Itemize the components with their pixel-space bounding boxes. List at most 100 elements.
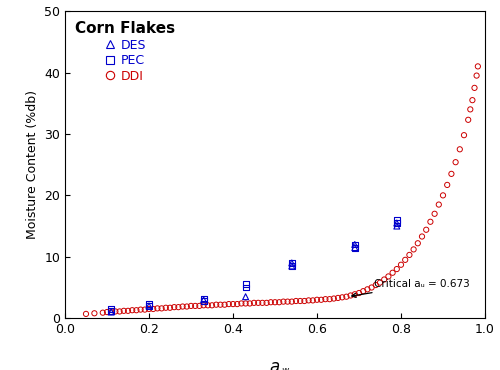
Text: $_w$: $_w$ — [281, 363, 290, 370]
Point — [200, 302, 207, 308]
Point — [414, 240, 422, 246]
Point — [460, 132, 468, 138]
Point — [284, 299, 292, 305]
Point — [216, 302, 224, 307]
Point — [200, 296, 207, 302]
Point — [267, 299, 275, 305]
Point — [200, 297, 207, 303]
Point — [300, 298, 308, 304]
Point — [196, 303, 203, 309]
Point — [262, 300, 270, 306]
Point — [288, 260, 296, 266]
Point — [468, 97, 476, 103]
Point — [280, 299, 287, 305]
Point — [393, 217, 401, 223]
Point — [204, 302, 212, 308]
Point — [145, 303, 153, 309]
Text: Critical aᵤ = 0.673: Critical aᵤ = 0.673 — [352, 279, 470, 297]
Point — [250, 300, 258, 306]
Point — [418, 233, 426, 239]
Point — [384, 273, 392, 279]
Point — [149, 306, 157, 312]
Y-axis label: Moisture Content (%db): Moisture Content (%db) — [26, 90, 38, 239]
Point — [242, 294, 250, 300]
Point — [351, 291, 359, 297]
Point — [288, 260, 296, 266]
Point — [376, 280, 384, 286]
Point — [233, 301, 241, 307]
Point — [393, 220, 401, 226]
Point — [309, 297, 317, 303]
Point — [464, 117, 472, 123]
Point — [474, 63, 482, 69]
Point — [220, 302, 228, 307]
Point — [372, 282, 380, 288]
Point — [430, 211, 438, 217]
Point — [410, 246, 418, 252]
Point — [426, 219, 434, 225]
Point — [466, 107, 474, 112]
Point — [355, 290, 363, 296]
Point — [208, 302, 216, 308]
Point — [107, 309, 115, 315]
Point — [178, 303, 186, 309]
Point — [393, 223, 401, 229]
Point — [439, 192, 447, 198]
Point — [351, 242, 359, 248]
X-axis label: $a_w$: $a_w$ — [0, 369, 1, 370]
Point — [288, 299, 296, 305]
Point — [296, 298, 304, 304]
Point — [292, 298, 300, 304]
Point — [116, 309, 124, 314]
Point — [183, 303, 191, 309]
Point — [103, 309, 111, 315]
Point — [162, 305, 170, 311]
Point — [242, 285, 250, 290]
Point — [99, 310, 107, 316]
Point — [200, 298, 207, 304]
Text: $a$: $a$ — [270, 358, 280, 370]
Point — [225, 301, 233, 307]
Point — [170, 304, 178, 310]
Point — [443, 182, 451, 188]
Point — [330, 296, 338, 302]
Point — [242, 300, 250, 306]
Point — [359, 288, 367, 294]
Point — [258, 300, 266, 306]
Legend: DES, PEC, DDI: DES, PEC, DDI — [72, 17, 179, 86]
Point — [288, 263, 296, 269]
Point — [254, 300, 262, 306]
Point — [334, 295, 342, 301]
Point — [187, 303, 195, 309]
Point — [351, 245, 359, 250]
Point — [448, 171, 456, 177]
Point — [317, 297, 325, 303]
Point — [393, 266, 401, 272]
Point — [397, 262, 405, 268]
Point — [132, 307, 140, 313]
Point — [380, 276, 388, 282]
Point — [128, 307, 136, 313]
Point — [112, 309, 120, 314]
Point — [145, 306, 153, 312]
Point — [452, 159, 460, 165]
Point — [406, 252, 413, 258]
Point — [275, 299, 283, 305]
Point — [351, 242, 359, 248]
Point — [422, 227, 430, 233]
Point — [246, 300, 254, 306]
Point — [304, 297, 312, 303]
Point — [136, 307, 144, 313]
Point — [351, 245, 359, 250]
Point — [271, 299, 279, 305]
Point — [401, 257, 409, 263]
Point — [322, 296, 330, 302]
Point — [326, 296, 334, 302]
Point — [166, 305, 174, 311]
Point — [124, 308, 132, 314]
Point — [368, 285, 376, 290]
Point — [107, 308, 115, 314]
Point — [388, 270, 396, 276]
Point — [145, 303, 153, 309]
Point — [456, 146, 464, 152]
